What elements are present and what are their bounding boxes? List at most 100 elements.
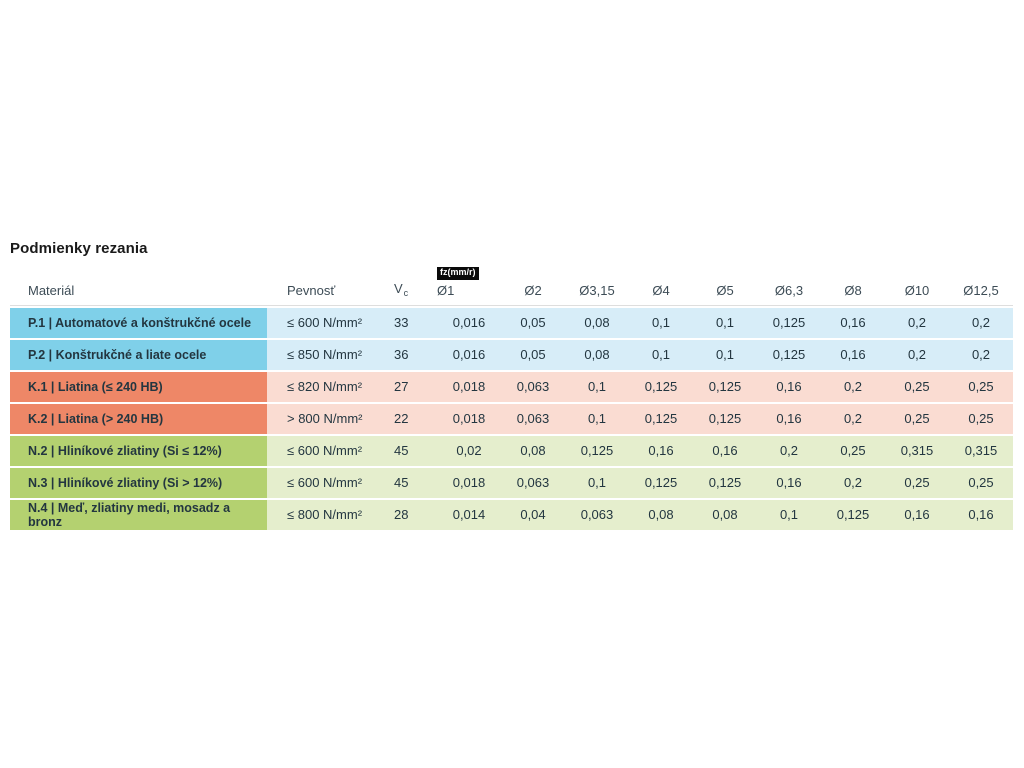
fz-cell: 0,2	[971, 347, 991, 363]
fz-cell: 0,16	[840, 347, 866, 363]
fz-cell: 0,05	[520, 315, 546, 331]
fz-cell: 0,016	[452, 347, 486, 363]
header-diameter-8: Ø10	[904, 282, 930, 298]
fz-cell: 0,08	[584, 315, 610, 331]
fz-cell: 0,16	[904, 507, 930, 523]
header-diameter-6: Ø6,3	[774, 282, 804, 298]
fz-cell: 0,063	[580, 507, 614, 523]
cutting-conditions-table: Materiál Pevnosť Vc fz(mm/r) Ø1 Ø2 Ø3,15…	[10, 267, 1013, 530]
fz-cell: 0,25	[904, 475, 930, 491]
fz-cell: 0,25	[904, 411, 930, 427]
fz-cell: 0,16	[968, 507, 994, 523]
fz-cell: 0,08	[584, 347, 610, 363]
header-diameter-9: Ø12,5	[963, 282, 999, 298]
fz-cell: 0,1	[715, 315, 735, 331]
fz-cell: 0,018	[452, 379, 486, 395]
fz-cell: 0,25	[968, 411, 994, 427]
fz-cell: 0,05	[520, 347, 546, 363]
vc-cell: 45	[394, 443, 409, 459]
fz-cell: 0,08	[520, 443, 546, 459]
fz-cell: 0,125	[644, 379, 678, 395]
fz-cell: 0,1	[779, 507, 799, 523]
fz-cell: 0,1	[587, 475, 607, 491]
header-diameter-4: Ø4	[652, 282, 670, 298]
fz-cell: 0,018	[452, 411, 486, 427]
fz-cell: 0,063	[516, 379, 550, 395]
header-diameter-3: Ø3,15	[579, 282, 615, 298]
material-cell: P.1 | Automatové a konštrukčné ocele	[10, 307, 267, 338]
fz-cell: 0,2	[907, 315, 927, 331]
fz-cell: 0,063	[516, 411, 550, 427]
fz-cell: 0,1	[587, 411, 607, 427]
fz-cell: 0,2	[843, 379, 863, 395]
table-row: N.4 | Meď, zliatiny medi, mosadz a bronz…	[10, 499, 1013, 530]
fz-cell: 0,1	[715, 347, 735, 363]
fz-cell: 0,25	[840, 443, 866, 459]
table-row: N.2 | Hliníkové zliatiny (Si ≤ 12%) ≤ 60…	[10, 435, 1013, 466]
strength-cell: ≤ 800 N/mm²	[287, 507, 363, 523]
table-row: K.2 | Liatina (> 240 HB) > 800 N/mm² 22 …	[10, 403, 1013, 434]
vc-cell: 33	[394, 315, 409, 331]
fz-cell: 0,16	[776, 475, 802, 491]
fz-cell: 0,125	[836, 507, 870, 523]
header-vc: Vc	[390, 281, 437, 298]
header-diameter-5: Ø5	[716, 282, 734, 298]
vc-subscript: c	[403, 287, 409, 298]
fz-cell: 0,2	[843, 475, 863, 491]
header-diameter-1: fz(mm/r) Ø1	[437, 267, 501, 298]
vc-cell: 36	[394, 347, 409, 363]
material-cell: N.3 | Hliníkové zliatiny (Si > 12%)	[10, 467, 267, 498]
fz-cell: 0,16	[776, 379, 802, 395]
table-row: K.1 | Liatina (≤ 240 HB) ≤ 820 N/mm² 27 …	[10, 371, 1013, 402]
cutting-conditions-section: Podmienky rezania Materiál Pevnosť Vc fz…	[10, 240, 1013, 530]
fz-cell: 0,018	[452, 475, 486, 491]
header-material: Materiál	[28, 282, 75, 298]
header-diameter-7: Ø8	[844, 282, 862, 298]
table-row: P.2 | Konštrukčné a liate ocele ≤ 850 N/…	[10, 339, 1013, 370]
fz-cell: 0,125	[708, 411, 742, 427]
table-row: P.1 | Automatové a konštrukčné ocele ≤ 6…	[10, 307, 1013, 338]
header-diameter-2: Ø2	[524, 282, 542, 298]
fz-cell: 0,1	[651, 315, 671, 331]
fz-cell: 0,25	[968, 379, 994, 395]
header-diameter-label: Ø1	[437, 282, 455, 298]
material-cell: N.4 | Meď, zliatiny medi, mosadz a bronz	[10, 499, 267, 530]
fz-cell: 0,08	[648, 507, 674, 523]
fz-cell: 0,16	[776, 411, 802, 427]
fz-cell: 0,04	[520, 507, 546, 523]
fz-cell: 0,125	[644, 411, 678, 427]
fz-cell: 0,02	[456, 443, 482, 459]
strength-cell: ≤ 600 N/mm²	[287, 443, 363, 459]
fz-unit-badge: fz(mm/r)	[437, 267, 479, 280]
header-strength: Pevnosť	[287, 282, 336, 298]
fz-cell: 0,16	[648, 443, 674, 459]
fz-cell: 0,125	[644, 475, 678, 491]
strength-cell: > 800 N/mm²	[287, 411, 363, 427]
fz-cell: 0,016	[452, 315, 486, 331]
fz-cell: 0,125	[580, 443, 614, 459]
fz-cell: 0,25	[904, 379, 930, 395]
vc-cell: 22	[394, 411, 409, 427]
fz-cell: 0,2	[843, 411, 863, 427]
strength-cell: ≤ 850 N/mm²	[287, 347, 363, 363]
fz-cell: 0,125	[708, 475, 742, 491]
fz-cell: 0,2	[779, 443, 799, 459]
fz-cell: 0,125	[772, 315, 806, 331]
material-cell: P.2 | Konštrukčné a liate ocele	[10, 339, 267, 370]
vc-symbol: V	[394, 280, 403, 296]
strength-cell: ≤ 820 N/mm²	[287, 379, 363, 395]
material-cell: K.2 | Liatina (> 240 HB)	[10, 403, 267, 434]
fz-cell: 0,2	[971, 315, 991, 331]
fz-cell: 0,315	[964, 443, 998, 459]
fz-cell: 0,2	[907, 347, 927, 363]
fz-cell: 0,125	[772, 347, 806, 363]
page-title: Podmienky rezania	[10, 240, 148, 257]
table-row: N.3 | Hliníkové zliatiny (Si > 12%) ≤ 60…	[10, 467, 1013, 498]
fz-cell: 0,25	[968, 475, 994, 491]
strength-cell: ≤ 600 N/mm²	[287, 315, 363, 331]
vc-cell: 27	[394, 379, 409, 395]
fz-cell: 0,014	[452, 507, 486, 523]
material-cell: N.2 | Hliníkové zliatiny (Si ≤ 12%)	[10, 435, 267, 466]
vc-cell: 28	[394, 507, 409, 523]
